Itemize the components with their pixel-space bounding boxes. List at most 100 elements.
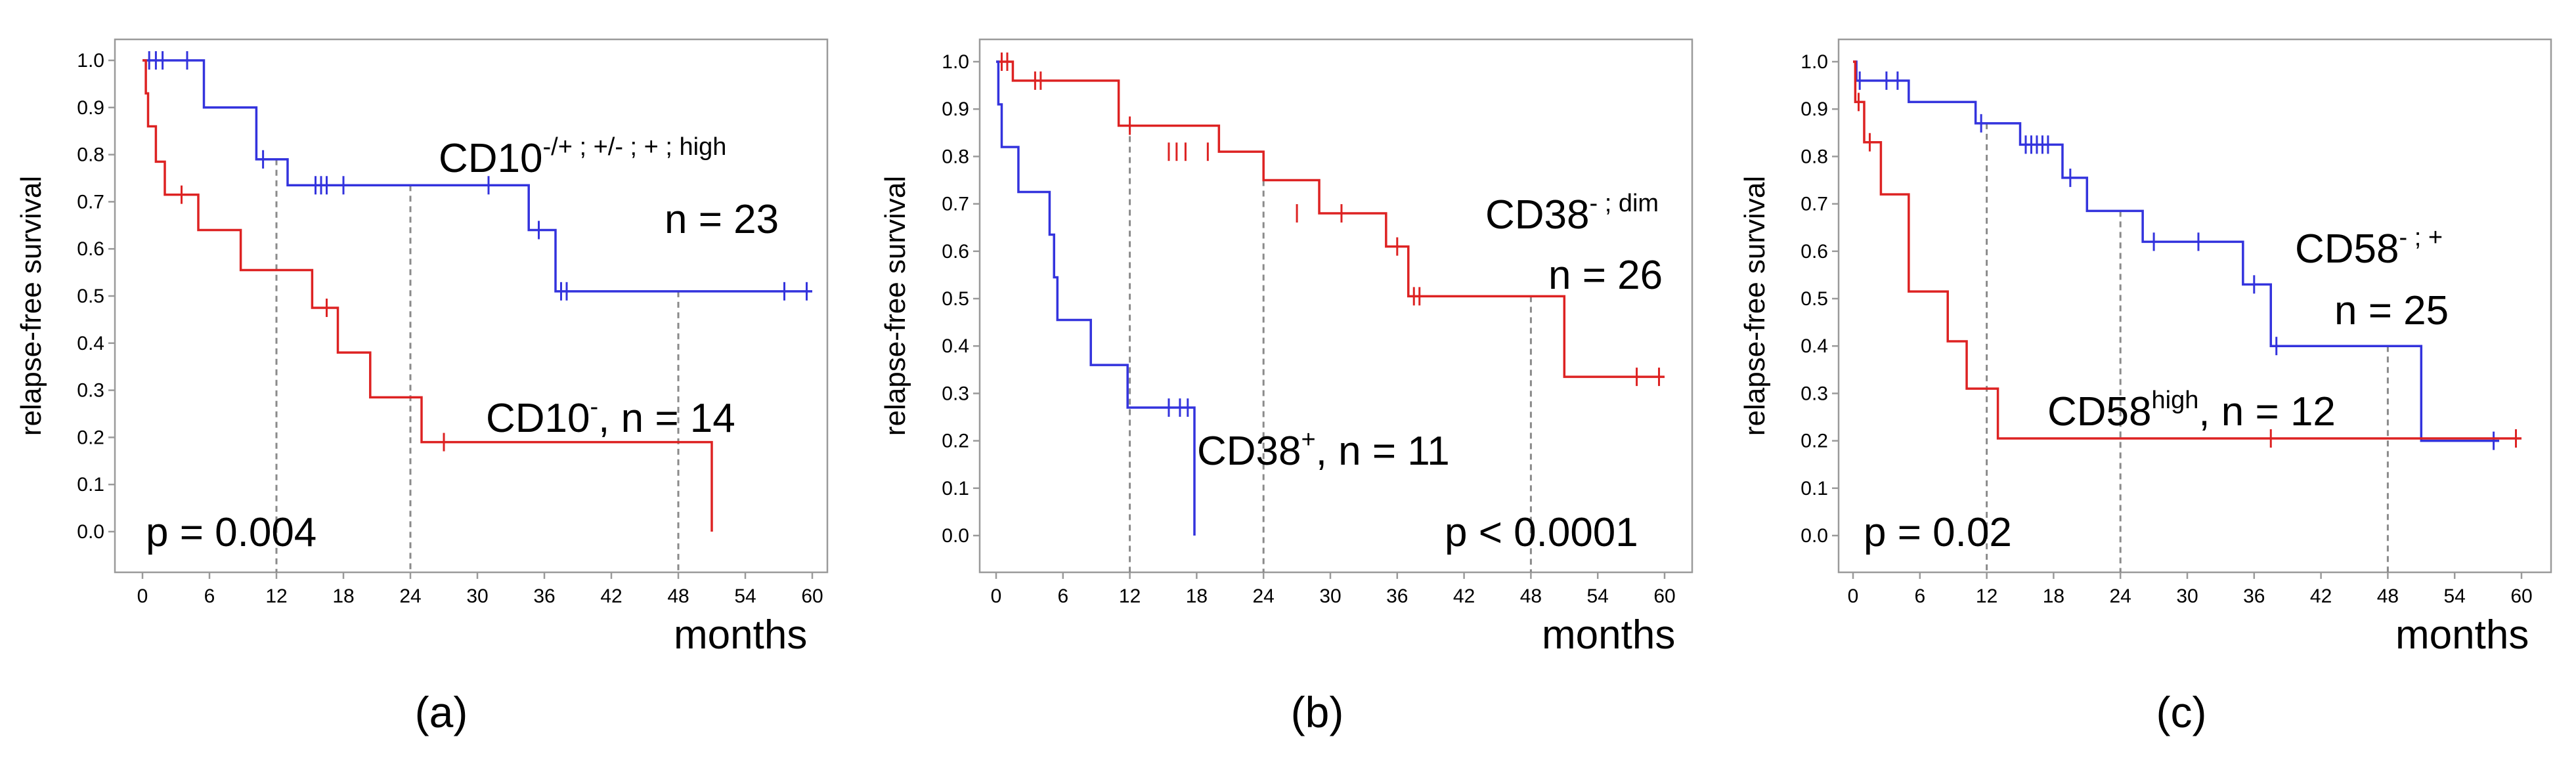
- y-tick-label: 0.7: [77, 191, 104, 213]
- survival-curve-1: [996, 60, 1665, 378]
- y-tick-label: 0.8: [1801, 146, 1828, 167]
- x-tick-label: 48: [667, 585, 689, 607]
- survival-curve-2: [142, 59, 713, 532]
- y-tick-label: 0.3: [942, 383, 969, 404]
- x-tick-label: 60: [2510, 585, 2532, 607]
- y-tick-label: 0.9: [942, 98, 969, 120]
- x-axis-label: months: [1542, 612, 1675, 658]
- y-tick-label: 0.9: [1801, 98, 1828, 120]
- x-tick-label: 12: [1119, 585, 1141, 607]
- x-tick-label: 48: [2377, 585, 2399, 607]
- series-label-2: CD10-, n = 14: [486, 393, 735, 441]
- y-tick-label: 0.8: [942, 146, 969, 167]
- x-tick-label: 54: [2444, 585, 2466, 607]
- x-tick-label: 42: [2310, 585, 2332, 607]
- x-tick-label: 18: [1186, 585, 1208, 607]
- y-tick-label: 1.0: [1801, 51, 1828, 73]
- y-tick-label: 0.5: [77, 286, 104, 307]
- x-axis-label: months: [674, 612, 807, 658]
- panel-label: (a): [415, 688, 468, 736]
- survival-curve-2: [996, 60, 1196, 536]
- y-axis-label: relapse-free survival: [879, 176, 911, 436]
- plot-frame: [1837, 38, 2552, 574]
- survival-curve-1: [1853, 60, 2500, 442]
- series-label-2: CD58high, n = 12: [2047, 387, 2336, 434]
- y-tick-label: 0.2: [942, 431, 969, 452]
- series-label-1: CD58- ; +: [2295, 224, 2443, 272]
- x-tick-label: 30: [2176, 585, 2198, 607]
- y-tick-label: 0.2: [1801, 431, 1828, 452]
- x-tick-label: 60: [801, 585, 823, 607]
- y-tick-label: 0.3: [1801, 383, 1828, 404]
- x-tick-label: 24: [2110, 585, 2131, 607]
- x-tick-label: 30: [1319, 585, 1341, 607]
- survival-curve-2: [1853, 60, 2521, 440]
- x-tick-label: 12: [265, 585, 287, 607]
- x-tick-label: 36: [533, 585, 555, 607]
- x-tick-label: 24: [399, 585, 421, 607]
- x-tick-label: 54: [1587, 585, 1609, 607]
- panel-label: (b): [1291, 688, 1344, 736]
- x-tick-label: 0: [137, 585, 148, 607]
- x-tick-label: 0: [1848, 585, 1859, 607]
- y-tick-label: 0.0: [1801, 525, 1828, 547]
- x-tick-label: 6: [1914, 585, 1925, 607]
- plot-frame: [978, 38, 1693, 574]
- panel-2: 0.0 0.1 0.2 0.3 0.4 0.5 0.6 0.7 0.8 0.9 1.0 0 6 12 18 2…: [879, 38, 1693, 736]
- series-n-label-1: n = 26: [1548, 253, 1663, 298]
- x-axis-label: months: [2395, 612, 2529, 658]
- x-tick-label: 6: [1057, 585, 1068, 607]
- y-tick-label: 0.1: [942, 478, 969, 499]
- y-tick-label: 0.3: [77, 380, 104, 402]
- panel-label: (c): [2156, 688, 2207, 736]
- x-tick-label: 24: [1253, 585, 1275, 607]
- y-tick-label: 0.1: [77, 474, 104, 496]
- y-axis-label: relapse-free survival: [1739, 176, 1771, 436]
- y-tick-label: 0.6: [942, 241, 969, 263]
- p-value-label: p = 0.02: [1864, 510, 2012, 555]
- y-tick-label: 0.7: [942, 194, 969, 215]
- x-tick-label: 36: [1386, 585, 1408, 607]
- x-tick-label: 6: [204, 585, 215, 607]
- y-tick-label: 0.6: [77, 238, 104, 260]
- y-tick-label: 0.5: [942, 288, 969, 310]
- y-tick-label: 1.0: [942, 51, 969, 73]
- plot-frame: [114, 38, 829, 574]
- y-tick-label: 0.4: [942, 335, 969, 357]
- y-tick-label: 0.1: [1801, 478, 1828, 499]
- p-value-label: p = 0.004: [146, 510, 317, 555]
- y-tick-label: 0.9: [77, 97, 104, 119]
- panel-1: 0.0 0.1 0.2 0.3 0.4 0.5 0.6 0.7 0.8 0.9 1.0 0 6 12 18 2…: [15, 38, 829, 736]
- x-tick-label: 30: [466, 585, 488, 607]
- series-n-label-1: n = 23: [665, 197, 779, 242]
- x-tick-label: 48: [1520, 585, 1542, 607]
- series-label-1: CD38- ; dim: [1485, 190, 1659, 238]
- y-tick-label: 0.8: [77, 144, 104, 166]
- y-tick-label: 0.2: [77, 427, 104, 448]
- y-tick-label: 0.7: [1801, 194, 1828, 215]
- y-tick-label: 0.4: [1801, 335, 1828, 357]
- x-tick-label: 18: [332, 585, 354, 607]
- p-value-label: p < 0.0001: [1445, 510, 1638, 555]
- y-tick-label: 0.0: [942, 525, 969, 547]
- x-tick-label: 60: [1653, 585, 1675, 607]
- y-tick-label: 0.6: [1801, 241, 1828, 263]
- survival-curve-1: [142, 59, 812, 293]
- x-tick-label: 42: [1453, 585, 1475, 607]
- x-tick-label: 36: [2243, 585, 2265, 607]
- x-tick-label: 42: [600, 585, 622, 607]
- y-tick-label: 1.0: [77, 50, 104, 72]
- x-tick-label: 0: [991, 585, 1002, 607]
- y-tick-label: 0.4: [77, 333, 104, 354]
- x-tick-label: 54: [734, 585, 756, 607]
- y-tick-label: 0.5: [1801, 288, 1828, 310]
- series-n-label-1: n = 25: [2334, 288, 2449, 333]
- x-tick-label: 18: [2043, 585, 2064, 607]
- y-tick-label: 0.0: [77, 521, 104, 543]
- series-label-2: CD38+, n = 11: [1197, 426, 1450, 474]
- y-axis-label: relapse-free survival: [15, 176, 47, 436]
- panel-3: 0.0 0.1 0.2 0.3 0.4 0.5 0.6 0.7 0.8 0.9 1.0 0 6 12 18 2…: [1739, 38, 2552, 736]
- x-tick-label: 12: [1976, 585, 1997, 607]
- series-label-1: CD10-/+ ; +/- ; + ; high: [439, 133, 726, 181]
